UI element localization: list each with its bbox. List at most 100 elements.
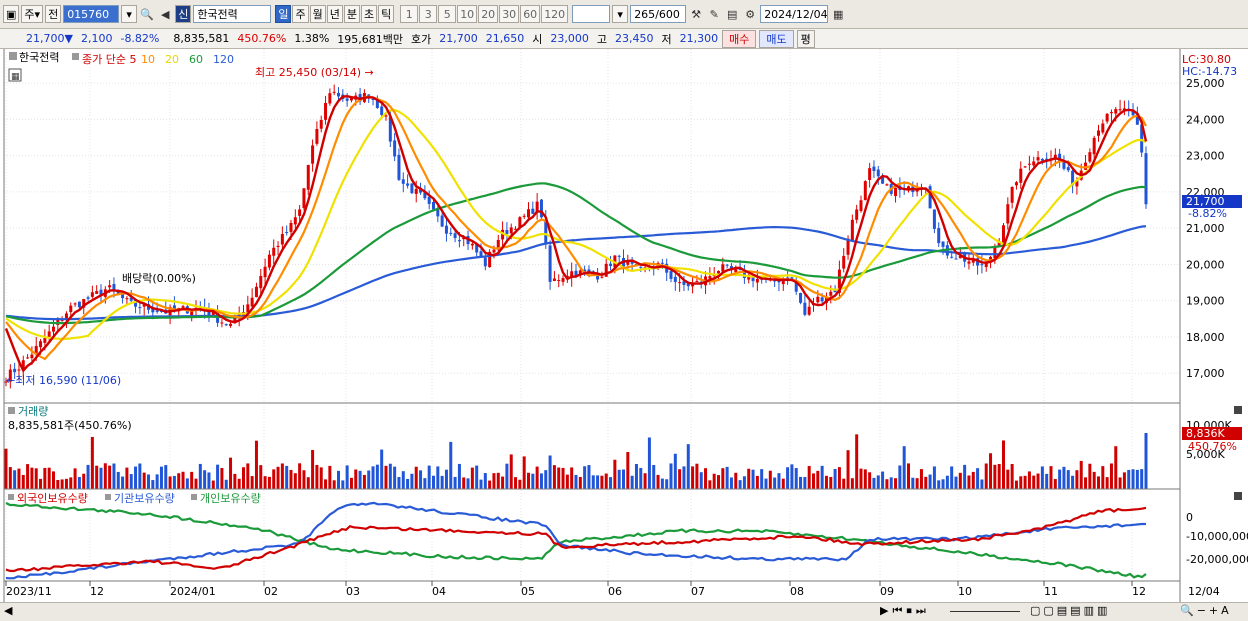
- candle-body: [1010, 186, 1014, 203]
- count-input[interactable]: 265/600: [630, 5, 687, 23]
- volume-bar: [254, 440, 258, 489]
- chart-scrollbar[interactable]: ◀ ▶⏮⏹⏭ ▢▢▤▤▥▥ 🔍−+A: [0, 602, 1248, 621]
- volume-bar: [1014, 480, 1018, 489]
- interval-tab[interactable]: 120: [541, 5, 569, 23]
- volume-bar: [246, 463, 250, 489]
- interval-tab[interactable]: 10: [457, 5, 478, 23]
- prev-button[interactable]: 전: [45, 5, 62, 23]
- candle-body: [751, 277, 755, 282]
- candle-body: [557, 280, 561, 282]
- volume-bar: [185, 478, 189, 489]
- candle-body: [112, 284, 116, 291]
- candle-body: [561, 278, 565, 282]
- candle-body: [682, 281, 686, 285]
- search-icon[interactable]: 🔍: [140, 7, 155, 21]
- candle-body: [976, 258, 980, 266]
- volume-bar: [544, 470, 548, 489]
- interval-tab[interactable]: 1: [400, 5, 419, 23]
- zoom-icons[interactable]: 🔍−+A: [1180, 604, 1232, 617]
- interval-tab[interactable]: 30: [499, 5, 520, 23]
- x-axis-label: 12/04: [1188, 585, 1220, 598]
- period-type-select[interactable]: 주 ▾: [21, 5, 44, 23]
- candle-body: [1066, 167, 1070, 171]
- volume-bar: [43, 467, 47, 489]
- stock-name-field[interactable]: 한국전력: [193, 5, 272, 23]
- scroll-left-icon[interactable]: ◀: [4, 604, 13, 617]
- x-axis-label: 12: [1132, 585, 1146, 598]
- price-tick: 24,000: [1186, 113, 1225, 126]
- new-badge[interactable]: 신: [175, 5, 192, 23]
- last-change-marker: -8.82%: [1188, 207, 1227, 220]
- candle-body: [742, 270, 746, 278]
- period-tab[interactable]: 틱: [378, 5, 395, 23]
- volume-bar: [777, 473, 781, 489]
- volume-bar: [159, 466, 163, 489]
- period-tab[interactable]: 초: [360, 5, 378, 23]
- candle-body: [967, 261, 971, 264]
- candle-body: [1040, 158, 1044, 161]
- volume-bar: [738, 480, 742, 489]
- stock-code-input[interactable]: 015760: [63, 5, 120, 23]
- candle-body: [393, 140, 397, 157]
- candle-body: [99, 289, 103, 296]
- volume-bar: [233, 473, 237, 489]
- volume-bar: [954, 476, 958, 489]
- period-tab[interactable]: 주: [292, 5, 309, 23]
- speaker-icon[interactable]: ◀: [160, 7, 170, 21]
- volume-bar: [760, 469, 764, 489]
- zoom-slider[interactable]: [950, 611, 1020, 612]
- interval-dropdown-icon[interactable]: ▾: [612, 5, 629, 23]
- candle-body: [570, 271, 574, 278]
- stock-chart[interactable]: 25,00024,00023,00022,00021,00020,00019,0…: [0, 49, 1248, 602]
- candle-body: [410, 183, 414, 194]
- volume-bar: [99, 467, 103, 489]
- volume-bar: [1032, 475, 1036, 489]
- volume-bar: [574, 474, 578, 489]
- volume-bar: [151, 480, 155, 489]
- playback-icons[interactable]: ▶⏮⏹⏭: [880, 604, 930, 617]
- layout-icon[interactable]: ▣: [3, 5, 20, 23]
- candle-body: [1088, 152, 1092, 162]
- candle-body: [907, 186, 910, 190]
- sell-button[interactable]: 매도: [759, 29, 794, 48]
- view-icons[interactable]: ▢▢▤▤▥▥: [1030, 604, 1111, 617]
- period-tab[interactable]: 월: [309, 5, 326, 23]
- candle-body: [276, 245, 280, 247]
- candle-body: [1109, 112, 1113, 114]
- candle-body: [328, 93, 332, 104]
- x-axis-label: 12: [90, 585, 104, 598]
- period-tab[interactable]: 분: [343, 5, 360, 23]
- calendar-icon[interactable]: ▦: [832, 7, 844, 21]
- low-annotation: ←최저 16,590 (11/06): [6, 374, 121, 387]
- candle-body: [190, 310, 194, 316]
- gear-icon[interactable]: ⚙: [745, 7, 756, 21]
- candle-body: [941, 241, 945, 247]
- price-tick: 20,000: [1186, 258, 1225, 271]
- volume-bar: [958, 472, 962, 489]
- save-icon[interactable]: ▤: [726, 7, 738, 21]
- buy-button[interactable]: 매수: [722, 29, 757, 48]
- panel-settings-icon[interactable]: ▦: [11, 72, 20, 82]
- date-input[interactable]: 2024/12/04: [760, 5, 829, 23]
- volume-summary: 8,835,581주(450.76%): [8, 419, 132, 432]
- candle-body: [358, 93, 362, 102]
- candle-body: [803, 302, 807, 315]
- ma-legend-item: 60: [189, 53, 203, 66]
- code-dropdown-icon[interactable]: ▾: [121, 5, 138, 23]
- eval-button[interactable]: 평: [796, 29, 815, 48]
- candle-body: [1071, 170, 1075, 186]
- chart-tools-icon[interactable]: ⚒: [691, 7, 702, 21]
- period-tab[interactable]: 일: [275, 5, 292, 23]
- volume-bar: [600, 475, 604, 489]
- volume-bar: [190, 471, 194, 489]
- volume-bar: [669, 463, 673, 489]
- interval-tab[interactable]: 60: [520, 5, 541, 23]
- interval-input[interactable]: [572, 5, 611, 23]
- candle-body: [406, 183, 410, 186]
- volume-bar: [349, 477, 353, 489]
- interval-tab[interactable]: 3: [419, 5, 438, 23]
- period-tab[interactable]: 년: [326, 5, 343, 23]
- draw-icon[interactable]: ✎: [709, 7, 719, 21]
- interval-tab[interactable]: 20: [478, 5, 499, 23]
- interval-tab[interactable]: 5: [438, 5, 457, 23]
